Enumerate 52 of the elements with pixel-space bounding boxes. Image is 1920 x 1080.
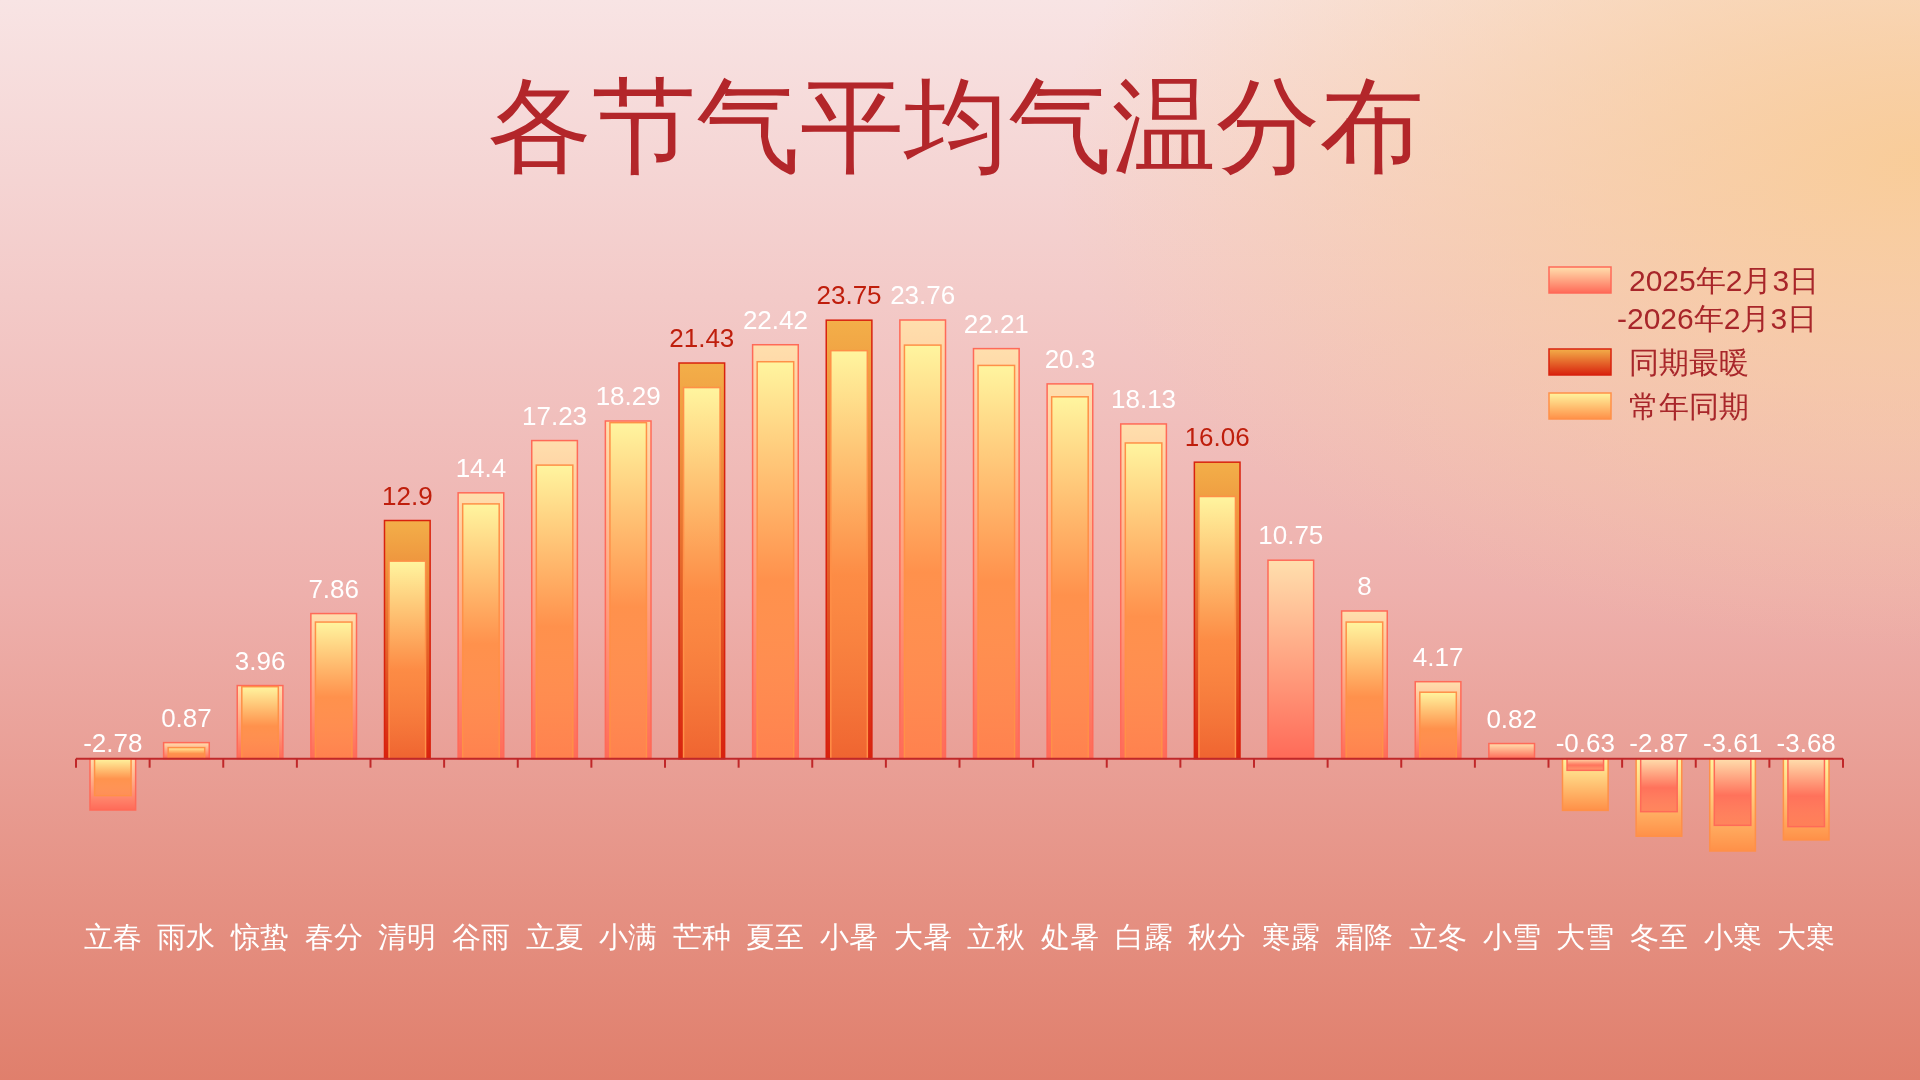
data-label: 0.82 [1486,703,1537,734]
legend-label: 常年同期 [1629,390,1749,423]
data-label: 0.87 [161,702,212,733]
x-tick-label: 夏至 [746,921,805,954]
x-tick-label: 白露 [1114,921,1173,954]
x-tick-label: 芒种 [672,921,731,954]
data-label: 8 [1357,570,1372,601]
data-label: 12.9 [382,480,433,511]
data-label: -3.61 [1702,727,1763,758]
data-label: 17.23 [522,400,588,431]
x-tick-label: 惊蛰 [230,921,290,954]
x-tick-label: 立春 [83,921,142,954]
data-label: 7.86 [308,573,359,604]
x-tick-label: 冬至 [1629,921,1688,954]
x-tick-label: 秋分 [1188,921,1247,954]
data-label: -2.78 [83,727,143,758]
x-tick-label: 小雪 [1482,921,1541,954]
legend-label: 2025年2月3日-2026年2月3日 [1617,264,1820,335]
x-tick-label: 小暑 [820,921,879,954]
x-tick-label: 立冬 [1409,921,1468,954]
x-tick-label: 处暑 [1040,921,1099,954]
x-tick-label: 霜降 [1335,921,1394,954]
x-tick-label: 雨水 [157,921,216,954]
data-label: -2.87 [1629,727,1689,758]
data-label: -3.68 [1776,727,1836,758]
data-label: 4.17 [1412,641,1464,672]
x-tick-label: 春分 [304,921,363,954]
x-tick-label: 小满 [599,921,658,954]
data-label: 21.43 [669,323,735,354]
data-label: 23.76 [890,280,956,310]
x-tick-label: 大暑 [893,921,952,954]
x-tick-label: 大寒 [1777,921,1836,954]
x-tick-label: 清明 [378,921,437,954]
legend-label: 同期最暖 [1629,346,1749,379]
data-label: 23.75 [816,280,882,311]
data-label: 16.06 [1184,422,1250,453]
data-label: 18.13 [1111,383,1177,414]
data-label: -0.63 [1555,727,1615,758]
x-tick-label: 立夏 [525,921,584,954]
data-label: 22.21 [963,308,1029,339]
data-label: 22.42 [742,304,808,335]
x-tick-label: 谷雨 [451,921,510,954]
x-tick-label: 立秋 [967,921,1026,954]
data-label: 20.3 [1044,343,1096,374]
chart-title: 各节气平均气温分布 [488,68,1424,184]
data-label: 14.4 [455,452,507,483]
x-tick-label: 寒露 [1261,921,1320,954]
data-label: 10.75 [1258,520,1324,551]
x-tick-label: 大雪 [1556,921,1615,954]
data-label: 3.96 [234,645,286,676]
data-label: 18.29 [595,380,661,411]
x-tick-label: 小寒 [1703,921,1762,954]
